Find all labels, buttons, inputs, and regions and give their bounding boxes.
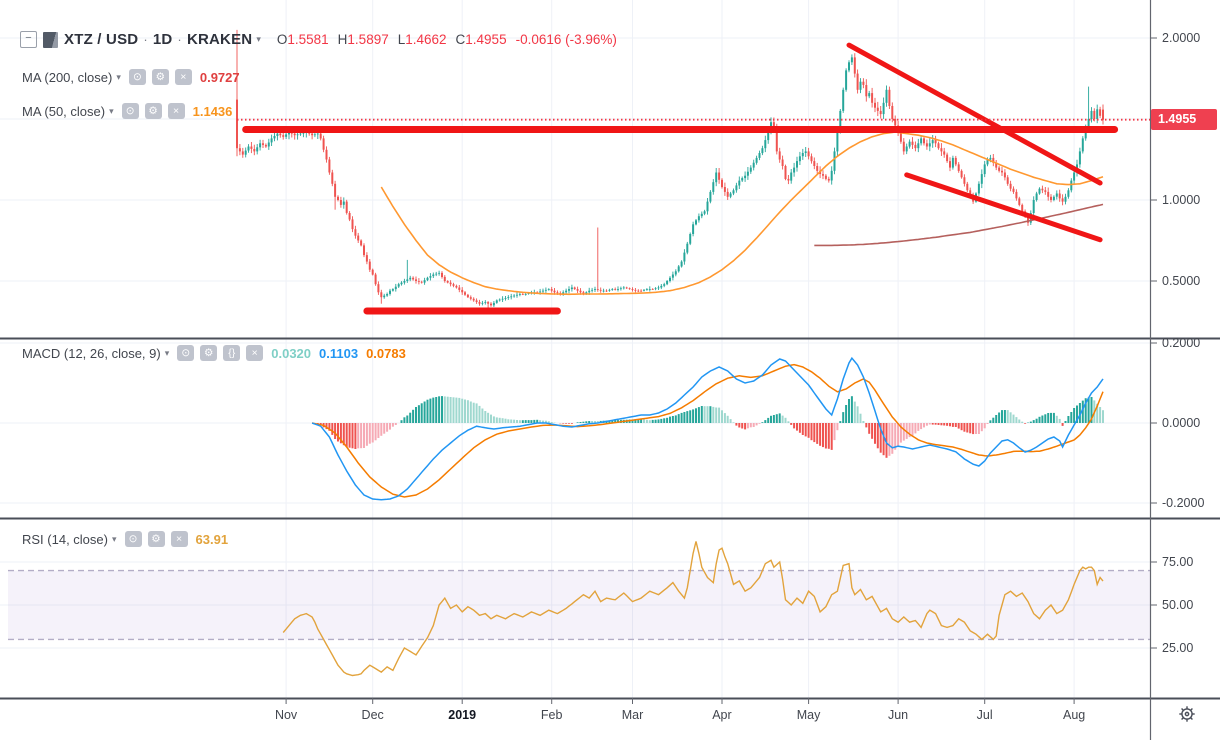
close-icon[interactable]: × — [246, 345, 264, 361]
close-value: C1.4955 — [455, 32, 507, 47]
separator-dot: · — [143, 32, 148, 47]
price-tick-label: 0.5000 — [1162, 274, 1201, 288]
symbol-logo-icon — [43, 31, 58, 48]
gear-icon[interactable]: ⚙ — [151, 69, 169, 85]
macd-tick-label: -0.2000 — [1162, 496, 1205, 510]
macd-line-value: 0.1103 — [319, 345, 359, 361]
open-value: O1.5581 — [276, 32, 329, 47]
time-tick-label: Mar — [621, 708, 644, 722]
time-tick-label: Apr — [712, 708, 732, 722]
change-value: -0.0616 (-3.96%) — [515, 32, 617, 47]
ma200-label[interactable]: MA (200, close) — [22, 69, 113, 85]
macd-hist-value: 0.0320 — [271, 345, 312, 361]
ma200-legend: MA (200, close) ▾ ⊙ ⚙ × 0.9727 — [22, 69, 240, 85]
time-tick-label: Dec — [361, 708, 384, 722]
trendline-drawings[interactable] — [242, 42, 1119, 315]
gear-icon[interactable]: ⚙ — [200, 345, 218, 361]
macd-label[interactable]: MACD (12, 26, close, 9) — [22, 345, 161, 361]
high-value: H1.5897 — [337, 32, 389, 47]
symbol-title[interactable]: XTZ / USD · 1D · KRAKEN — [64, 31, 252, 48]
ma200-value: 0.9727 — [199, 69, 240, 85]
separator-dot: · — [177, 32, 182, 47]
symbol-legend: − XTZ / USD · 1D · KRAKEN ▾ O1.5581 H1.5897 … — [20, 31, 617, 48]
close-icon[interactable]: × — [174, 69, 192, 85]
chevron-down-icon[interactable]: ▾ — [164, 347, 170, 358]
rsi-value: 63.91 — [195, 531, 229, 547]
gear-icon[interactable]: ⚙ — [147, 531, 165, 547]
eye-icon[interactable]: ⊙ — [124, 531, 142, 547]
candlestick-series — [236, 29, 1104, 309]
macd-histogram — [313, 396, 1104, 458]
low-value: L1.4662 — [397, 32, 447, 47]
wedge-lower — [904, 172, 1103, 243]
symbol-name: XTZ / USD — [64, 31, 139, 48]
grid — [0, 0, 1150, 698]
chevron-down-icon[interactable]: ▾ — [116, 71, 121, 82]
price-tick-label: 1.0000 — [1162, 193, 1201, 207]
rsi-tick-label: 50.00 — [1162, 598, 1194, 612]
eye-icon[interactable]: ⊙ — [121, 103, 139, 119]
time-tick-label: Jun — [887, 708, 909, 722]
rsi-axis[interactable]: 75.00 50.00 25.00 — [1150, 518, 1220, 698]
collapse-panel-button[interactable]: − — [20, 31, 37, 48]
settings-gear-icon[interactable] — [1176, 703, 1198, 730]
ma200-line[interactable] — [814, 203, 1104, 247]
rsi-legend: RSI (14, close) ▾ ⊙ ⚙ × 63.91 — [22, 531, 228, 547]
chevron-down-icon[interactable]: ▾ — [111, 533, 117, 544]
time-tick-label: Jul — [976, 708, 993, 722]
interval-label: 1D — [152, 31, 173, 48]
eye-icon[interactable]: ⊙ — [128, 69, 146, 85]
macd-signal-value: 0.0783 — [366, 345, 406, 361]
time-tick-label: 2019 — [448, 708, 477, 722]
time-axis[interactable]: Nov Dec 2019 Feb Mar Apr May Jun Jul Aug — [0, 698, 1150, 740]
time-tick-label: May — [796, 708, 821, 722]
rsi-label[interactable]: RSI (14, close) — [22, 531, 108, 547]
gear-icon[interactable]: ⚙ — [144, 103, 162, 119]
ohlc-readout: O1.5581 H1.5897 L1.4662 C1.4955 -0.0616 … — [277, 32, 617, 47]
rsi-tick-label: 25.00 — [1162, 641, 1194, 655]
last-price-badge: 1.4955 — [1151, 109, 1217, 131]
rsi-line[interactable] — [282, 541, 1104, 677]
wedge-upper — [846, 42, 1103, 186]
ma50-value: 1.1436 — [192, 103, 233, 119]
close-icon[interactable]: × — [170, 531, 188, 547]
macd-legend: MACD (12, 26, close, 9) ▾ ⊙ ⚙ {} × 0.032… — [22, 345, 406, 361]
rsi-tick-label: 75.00 — [1162, 555, 1194, 569]
ma50-line[interactable] — [380, 131, 1104, 296]
ma50-legend: MA (50, close) ▾ ⊙ ⚙ × 1.1436 — [22, 103, 232, 119]
macd-tick-label: 0.2000 — [1162, 336, 1201, 350]
source-code-icon[interactable]: {} — [223, 345, 241, 361]
chevron-down-icon[interactable]: ▾ — [109, 105, 114, 116]
time-tick-label: Aug — [1063, 708, 1086, 722]
rsi-band — [8, 569, 1150, 641]
eye-icon[interactable]: ⊙ — [177, 345, 195, 361]
close-icon[interactable]: × — [167, 103, 185, 119]
macd-tick-label: 0.0000 — [1162, 416, 1201, 430]
macd-line[interactable] — [311, 356, 1104, 501]
time-tick-label: Feb — [540, 708, 563, 722]
price-tick-label: 2.0000 — [1162, 31, 1201, 45]
macd-axis[interactable]: 0.2000 0.0000 -0.2000 — [1150, 336, 1220, 518]
macd-signal-line[interactable] — [311, 363, 1104, 498]
time-tick-label: Nov — [274, 708, 298, 722]
price-axis[interactable]: 2.0000 1.0000 0.5000 1.4955 — [1150, 0, 1220, 338]
chevron-down-icon[interactable]: ▾ — [256, 34, 261, 44]
ma50-label[interactable]: MA (50, close) — [22, 103, 106, 119]
exchange-label: KRAKEN — [186, 31, 253, 48]
